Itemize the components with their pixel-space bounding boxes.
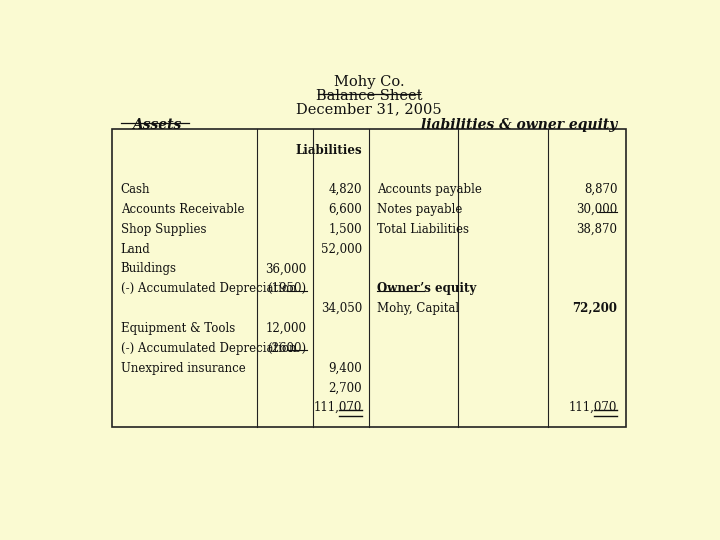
- Text: 6,600: 6,600: [328, 203, 362, 216]
- Text: December 31, 2005: December 31, 2005: [296, 103, 442, 117]
- Text: (-) Accumulated Depreciation: (-) Accumulated Depreciation: [121, 342, 296, 355]
- Text: Accounts payable: Accounts payable: [377, 183, 482, 196]
- Text: 111,070: 111,070: [314, 401, 362, 414]
- Text: 4,820: 4,820: [329, 183, 362, 196]
- Text: 2,700: 2,700: [328, 381, 362, 394]
- Text: 12,000: 12,000: [266, 322, 307, 335]
- Text: Mohy Co.: Mohy Co.: [333, 75, 405, 89]
- Text: (-) Accumulated Depreciation: (-) Accumulated Depreciation: [121, 282, 296, 295]
- Text: 8,870: 8,870: [584, 183, 617, 196]
- Text: Land: Land: [121, 242, 150, 255]
- Text: 34,050: 34,050: [321, 302, 362, 315]
- Text: Balance Sheet: Balance Sheet: [316, 89, 422, 103]
- Text: 38,870: 38,870: [576, 223, 617, 236]
- Text: (1950): (1950): [267, 282, 307, 295]
- Text: 30,000: 30,000: [576, 203, 617, 216]
- Text: 111,070: 111,070: [569, 401, 617, 414]
- Text: Equipment & Tools: Equipment & Tools: [121, 322, 235, 335]
- Text: Accounts Receivable: Accounts Receivable: [121, 203, 244, 216]
- Bar: [112, 129, 626, 427]
- Text: Liabilities: Liabilities: [296, 144, 362, 157]
- Text: Unexpired insurance: Unexpired insurance: [121, 362, 246, 375]
- Text: Cash: Cash: [121, 183, 150, 196]
- Text: Notes payable: Notes payable: [377, 203, 463, 216]
- Text: liabilities & owner equity: liabilities & owner equity: [421, 118, 617, 132]
- Text: Shop Supplies: Shop Supplies: [121, 223, 206, 236]
- Text: Owner’s equity: Owner’s equity: [377, 282, 477, 295]
- Text: Assets: Assets: [132, 118, 181, 132]
- Text: Buildings: Buildings: [121, 262, 176, 275]
- Text: 36,000: 36,000: [265, 262, 307, 275]
- Text: Total Liabilities: Total Liabilities: [377, 223, 469, 236]
- Text: 1,500: 1,500: [328, 223, 362, 236]
- Text: 72,200: 72,200: [572, 302, 617, 315]
- Text: 52,000: 52,000: [321, 242, 362, 255]
- Text: Mohy, Capital: Mohy, Capital: [377, 302, 459, 315]
- Text: 9,400: 9,400: [328, 362, 362, 375]
- Text: (2600): (2600): [267, 342, 307, 355]
